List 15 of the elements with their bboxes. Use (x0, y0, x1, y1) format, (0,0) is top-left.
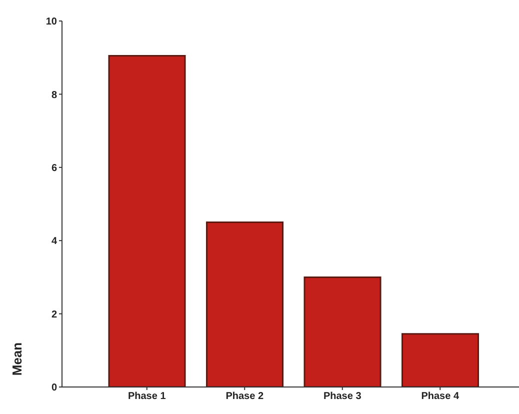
bar (304, 276, 382, 387)
x-tick-label: Phase 3 (323, 391, 362, 402)
y-tick-label: 2 (51, 309, 58, 320)
y-tick-label: 8 (51, 90, 58, 101)
bar (402, 333, 479, 387)
x-tick-label: Phase 4 (421, 391, 460, 402)
y-tick-label: 10 (46, 16, 58, 28)
y-axis-title: Mean (9, 342, 24, 376)
bar (108, 55, 186, 387)
x-tick-label: Phase 1 (128, 391, 166, 402)
y-tick-label: 4 (51, 236, 58, 248)
bar (206, 222, 284, 387)
x-tick-label: Phase 2 (226, 391, 264, 402)
y-tick-label: 0 (51, 382, 58, 394)
y-tick-label: 6 (51, 162, 58, 174)
